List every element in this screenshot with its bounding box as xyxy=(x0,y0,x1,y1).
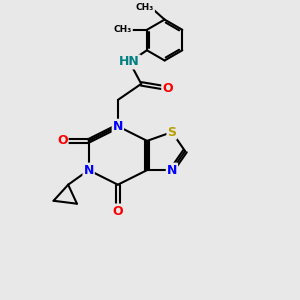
Text: O: O xyxy=(57,134,68,147)
Text: N: N xyxy=(167,164,177,177)
Text: N: N xyxy=(113,120,123,133)
Text: CH₃: CH₃ xyxy=(114,25,132,34)
Text: CH₃: CH₃ xyxy=(136,3,154,12)
Text: O: O xyxy=(162,82,173,95)
Text: O: O xyxy=(112,205,123,218)
Text: N: N xyxy=(83,164,94,177)
Text: S: S xyxy=(167,126,176,139)
Text: HN: HN xyxy=(119,56,140,68)
